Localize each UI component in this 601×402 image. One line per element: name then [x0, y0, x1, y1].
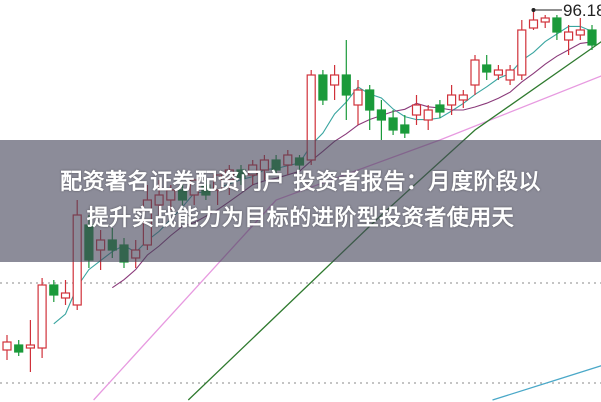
candle-down	[49, 284, 59, 296]
ma-blue-line	[492, 365, 601, 401]
candle-up	[423, 109, 433, 121]
candle-up	[25, 344, 35, 349]
candle-down	[388, 117, 398, 131]
title-overlay: 配资著名证券配资门户 投资者报告：月度阶段以 提升实战能力为目标的进阶型投资者使…	[0, 140, 601, 262]
candle-down	[435, 104, 445, 113]
title-line-1: 配资著名证券配资门户 投资者报告：月度阶段以	[60, 170, 541, 195]
candle-up	[517, 29, 527, 76]
candle-up	[411, 104, 422, 116]
candle-down	[365, 89, 375, 111]
candle-down	[587, 29, 597, 46]
candle-down	[482, 64, 492, 73]
candle-down	[400, 124, 410, 134]
candle-down	[376, 109, 386, 121]
candle-up	[575, 29, 585, 36]
candle-up	[493, 69, 503, 76]
candle-up	[330, 74, 340, 86]
candle-down	[318, 74, 328, 101]
candle-up	[60, 292, 71, 299]
candle-up	[458, 94, 468, 101]
high-price-label: 96.18	[563, 1, 601, 20]
candle-up	[2, 341, 12, 351]
candle-up	[37, 284, 47, 349]
candle-up	[447, 94, 457, 106]
candle-down	[552, 17, 562, 33]
candle-up	[563, 31, 574, 41]
candle-down	[341, 74, 351, 96]
candle-up	[505, 69, 515, 81]
candle-up	[528, 19, 539, 29]
title-line-2: 提升实战能力为目标的进阶型投资者使用天	[86, 206, 515, 231]
candle-up	[540, 17, 550, 23]
candle-down	[14, 344, 24, 353]
candle-up	[353, 89, 363, 106]
candle-up	[470, 59, 480, 86]
high-pointer-dot	[531, 8, 536, 12]
